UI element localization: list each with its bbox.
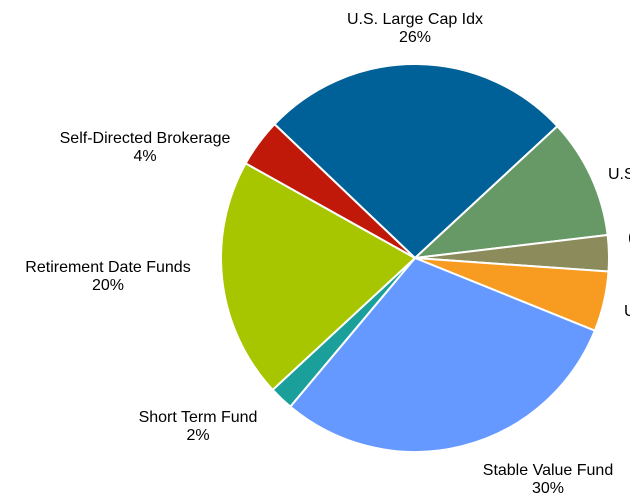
slice-value-label: 30%: [532, 480, 564, 497]
slice-label: Retirement Date Funds: [25, 259, 190, 276]
slice-label: U.S. Large Cap Idx: [347, 11, 483, 28]
pie-slice: [220, 161, 417, 392]
slice-label: (: [628, 229, 630, 246]
slice-label: U.S: [608, 166, 630, 183]
pie-slice: [288, 256, 597, 453]
slice-label: Self-Directed Brokerage: [60, 130, 231, 147]
pie-slice: [273, 63, 559, 260]
slice-value-label: 20%: [92, 277, 124, 294]
slice-label: U: [624, 303, 630, 320]
slice-value-label: 4%: [133, 148, 156, 165]
pie-slice: [412, 124, 609, 260]
slice-value-label: 2%: [186, 427, 209, 444]
pie-slice: [244, 122, 416, 259]
slice-label: Stable Value Fund: [483, 462, 613, 479]
slice-label: Short Term Fund: [139, 409, 258, 426]
slice-value-label: 26%: [399, 29, 431, 46]
